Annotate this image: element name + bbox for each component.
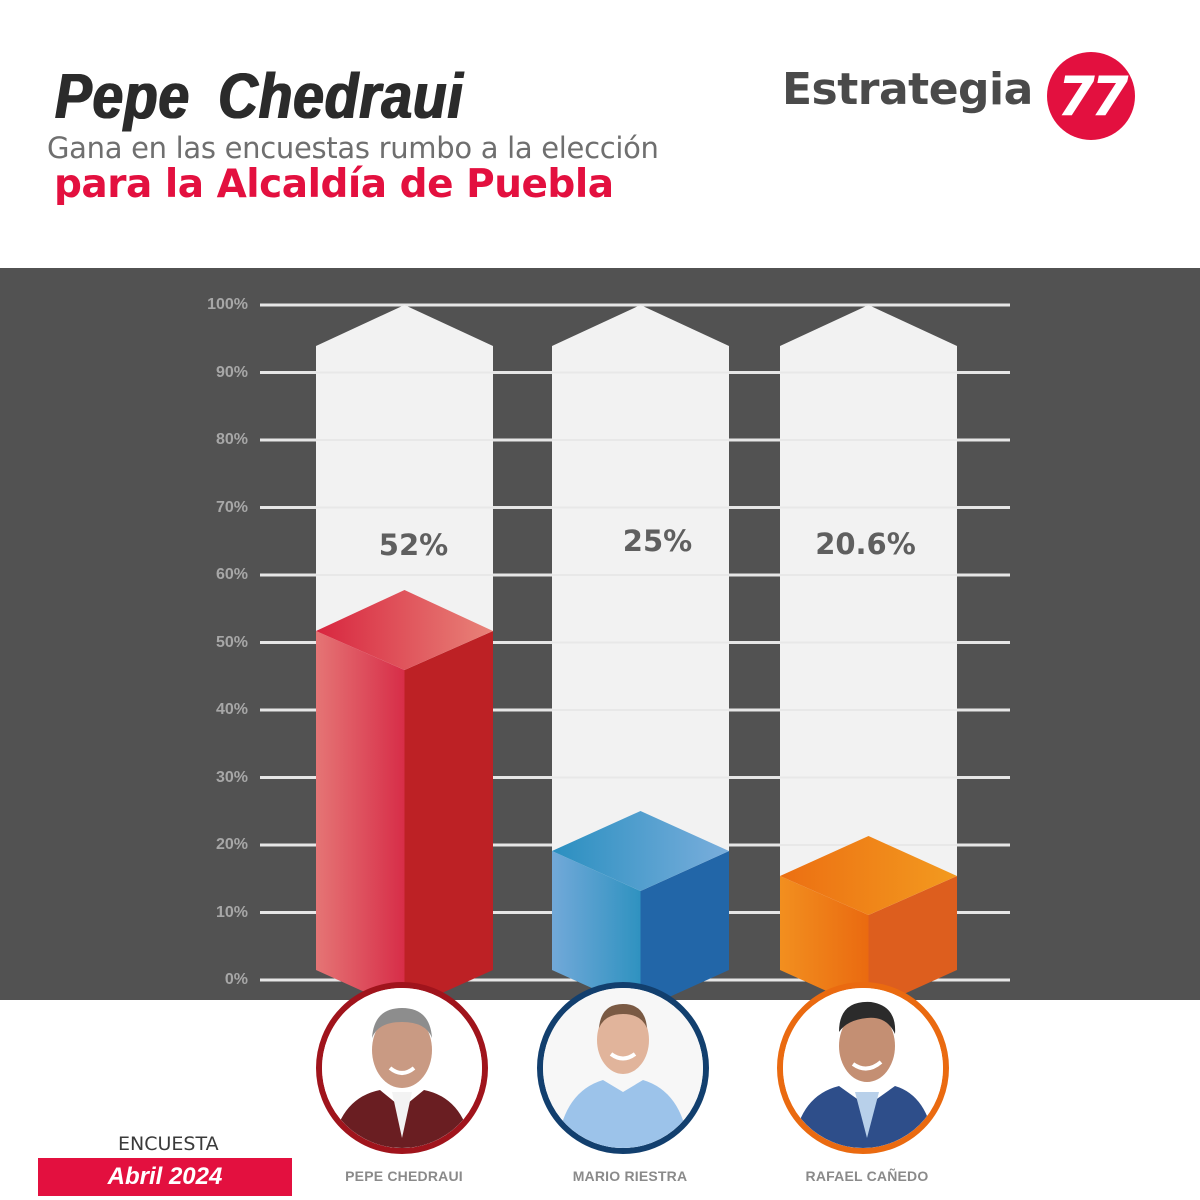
headline-title: Pepe Chedraui — [55, 60, 464, 132]
y-tick-label: 40% — [215, 701, 248, 718]
bar-rafael-canedo — [780, 836, 957, 1010]
avatar-mario-riestra — [537, 982, 709, 1154]
headline-subtitle: Gana en las encuestas rumbo a la elecció… — [47, 131, 659, 165]
value-label-pepe-chedraui: 52% — [378, 528, 449, 562]
y-tick-label: 60% — [215, 566, 248, 583]
bar-mario-riestra — [552, 811, 729, 1010]
y-tick-label: 80% — [215, 431, 248, 448]
person-icon — [543, 988, 703, 1148]
avatar-rafael-canedo — [777, 982, 949, 1154]
survey-label: ENCUESTA — [118, 1133, 219, 1155]
y-tick-label: 90% — [215, 364, 248, 381]
candidate-name-pepe-chedraui: PEPE CHEDRAUI — [345, 1168, 463, 1184]
person-icon — [322, 988, 482, 1148]
avatar-pepe-chedraui — [316, 982, 488, 1154]
logo-badge: 77 — [1047, 52, 1135, 140]
candidate-name-rafael-canedo: RAFAEL CAÑEDO — [805, 1168, 929, 1184]
survey-date-badge: Abril 2024 — [38, 1158, 292, 1196]
headline-highlight: para la Alcaldía de Puebla — [54, 162, 614, 207]
y-tick-label: 100% — [207, 296, 248, 313]
y-tick-label: 50% — [215, 634, 248, 651]
y-tick-label: 70% — [215, 499, 248, 516]
y-tick-label: 10% — [215, 904, 248, 921]
candidate-name-mario-riestra: MARIO RIESTRA — [572, 1168, 688, 1184]
person-icon — [783, 988, 943, 1148]
bar-pepe-chedraui — [316, 590, 493, 1010]
y-tick-label: 0% — [224, 971, 248, 988]
survey-date: Abril 2024 — [107, 1163, 223, 1190]
value-label-rafael-canedo: 20.6% — [815, 527, 916, 561]
y-tick-label: 30% — [215, 769, 248, 786]
value-label-mario-riestra: 25% — [622, 524, 693, 558]
logo-text: Estrategia — [782, 64, 1033, 115]
y-tick-label: 20% — [215, 836, 248, 853]
